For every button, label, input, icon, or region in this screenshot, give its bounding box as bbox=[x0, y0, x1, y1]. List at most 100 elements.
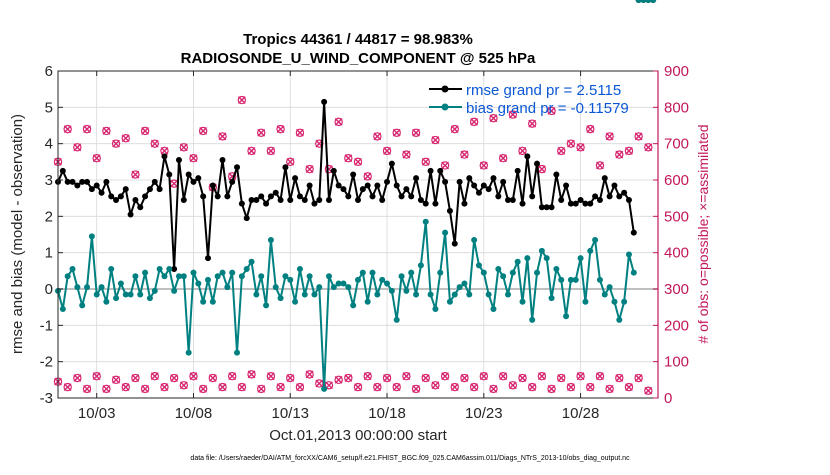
obs-count-point-possible bbox=[402, 150, 411, 159]
obs-count-point-possible bbox=[257, 128, 266, 137]
obs-count-low-point-possible bbox=[402, 372, 411, 381]
rmse-series-point bbox=[306, 182, 313, 189]
bias-series-point bbox=[224, 284, 231, 291]
rmse-series-point bbox=[277, 196, 284, 203]
obs-count-low-point-possible bbox=[324, 381, 334, 390]
obs-count-point-assimilated bbox=[547, 107, 556, 115]
bias-series-point bbox=[325, 273, 332, 280]
bias-series-point bbox=[548, 295, 555, 302]
rmse-series-point bbox=[229, 178, 236, 185]
obs-count-low-point-possible bbox=[189, 372, 198, 381]
obs-count-point-possible bbox=[198, 126, 208, 136]
rmse-series-point bbox=[84, 178, 91, 185]
rmse-series-point bbox=[408, 193, 415, 200]
bias-series-point bbox=[229, 269, 236, 276]
obs-count-point-assimilated bbox=[441, 161, 449, 170]
obs-count-low-point-possible bbox=[121, 382, 130, 392]
obs-count-point-assimilated bbox=[344, 154, 353, 163]
obs-count-point-assimilated bbox=[470, 117, 479, 126]
bias-series-point bbox=[393, 316, 400, 323]
bias-series-point bbox=[253, 291, 260, 298]
rmse-series-point bbox=[422, 200, 429, 207]
obs-count-point-assimilated bbox=[450, 125, 459, 134]
rmse-series-point bbox=[456, 178, 463, 185]
rmse-series-point bbox=[292, 175, 299, 182]
obs-count-low-point-assimilated bbox=[557, 374, 566, 382]
obs-count-low-point-assimilated bbox=[634, 374, 643, 382]
rmse-series-point bbox=[553, 171, 560, 178]
y-tick-label-left: 0 bbox=[45, 281, 53, 298]
obs-count-point-possible bbox=[363, 172, 372, 181]
obs-count-low-point-assimilated bbox=[170, 374, 179, 382]
obs-count-point-possible bbox=[131, 170, 140, 179]
rmse-series-point bbox=[117, 193, 124, 200]
obs-count-point-assimilated bbox=[63, 125, 72, 134]
bias-series-point bbox=[287, 276, 294, 283]
bias-series-point bbox=[572, 276, 579, 283]
obs-count-low-point-assimilated bbox=[141, 385, 149, 393]
obs-count-low-point-assimilated bbox=[247, 370, 256, 379]
bias-series-point bbox=[446, 298, 453, 305]
chart-title-line1: Tropics 44361 / 44817 = 98.983% bbox=[243, 31, 473, 48]
rmse-series-point bbox=[64, 178, 71, 185]
obs-count-low-point-possible bbox=[266, 372, 276, 381]
bias-series-point bbox=[132, 273, 139, 280]
bias-series-point bbox=[596, 276, 603, 283]
bias-series-point bbox=[563, 313, 570, 320]
obs-count-low-point-possible bbox=[566, 382, 576, 392]
obs-count-low-point-possible bbox=[431, 381, 440, 390]
obs-count-low-point-assimilated bbox=[228, 372, 237, 381]
bias-series-point bbox=[330, 284, 337, 291]
obs-count-low-point-assimilated bbox=[441, 372, 449, 381]
obs-count-point-possible bbox=[92, 153, 101, 163]
rmse-series-point bbox=[161, 153, 168, 160]
rmse-series-point bbox=[127, 211, 134, 218]
bias-series-point bbox=[621, 298, 628, 305]
rmse-series-point bbox=[471, 182, 478, 189]
obs-count-low-point-possible bbox=[615, 373, 624, 383]
obs-count-low-point-possible bbox=[160, 382, 169, 392]
rmse-series-point bbox=[243, 215, 250, 222]
bias-series-point bbox=[500, 273, 507, 280]
obs-count-point-possible bbox=[624, 146, 634, 156]
obs-count-low-point-assimilated bbox=[412, 385, 420, 393]
obs-count-point-possible bbox=[295, 128, 305, 137]
rmse-series-point bbox=[74, 182, 81, 189]
rmse-series-point bbox=[514, 167, 521, 174]
obs-count-low-point-assimilated bbox=[63, 383, 72, 391]
obs-count-point-assimilated bbox=[354, 157, 362, 166]
bias-series-point bbox=[98, 284, 105, 291]
rmse-series-point bbox=[577, 196, 584, 203]
rmse-series-point bbox=[335, 182, 342, 189]
obs-count-low-point-possible bbox=[63, 382, 72, 392]
rmse-series-point bbox=[524, 153, 531, 160]
y-tick-label-left: -2 bbox=[40, 354, 53, 371]
obs-count-low-point-assimilated bbox=[528, 383, 537, 391]
bias-series-point bbox=[509, 269, 516, 276]
rmse-series-point bbox=[543, 204, 550, 211]
obs-count-point-possible bbox=[518, 146, 527, 156]
rmse-series-point bbox=[330, 167, 337, 174]
obs-count-point-assimilated bbox=[334, 117, 343, 126]
rmse-series-point bbox=[475, 189, 482, 196]
obs-count-point-possible bbox=[586, 124, 595, 134]
rmse-series-point bbox=[398, 193, 405, 200]
bias-series-point bbox=[292, 298, 299, 305]
rmse-series-point bbox=[195, 175, 202, 182]
obs-count-point-assimilated bbox=[644, 143, 653, 152]
bias-series-point bbox=[587, 247, 594, 254]
bias-series-point bbox=[417, 262, 424, 269]
bias-series-point bbox=[151, 287, 158, 294]
obs-count-low-point-assimilated bbox=[508, 381, 517, 390]
bias-series-point bbox=[234, 349, 241, 356]
obs-count-low-point-possible bbox=[218, 382, 227, 392]
bias-series-point bbox=[142, 269, 149, 276]
obs-count-point-assimilated bbox=[218, 132, 227, 141]
bias-series-point bbox=[267, 236, 274, 243]
bias-series-point bbox=[350, 302, 357, 309]
rmse-series-point bbox=[611, 182, 618, 189]
bias-series-point bbox=[625, 251, 632, 258]
obs-count-point-possible bbox=[63, 124, 72, 134]
y-axis-left-label: rmse and bias (model - observation) bbox=[9, 114, 26, 354]
